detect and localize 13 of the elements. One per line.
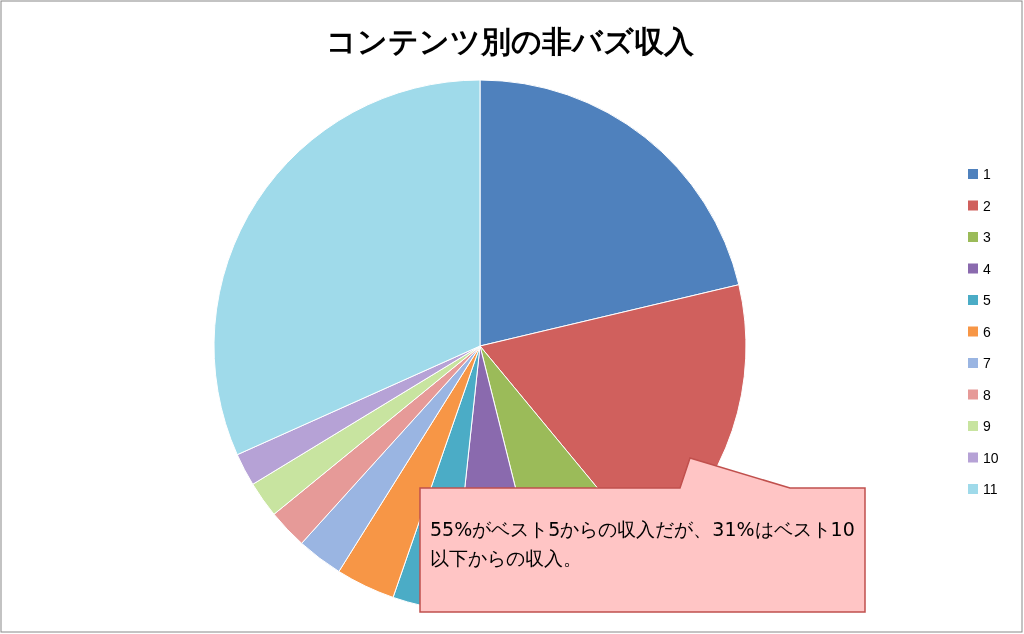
legend-label: 1 (983, 166, 991, 182)
legend-label: 4 (983, 260, 991, 277)
legend-label: 2 (983, 197, 991, 214)
legend-label: 11 (983, 481, 998, 497)
legend-label: 3 (983, 229, 991, 245)
text: 55%がベスト5からの収入だが、31%はベスト10以下からの収入。 (430, 517, 855, 571)
legend-label: 10 (983, 449, 999, 466)
legend-label: 6 (983, 323, 991, 340)
legend-label: 5 (983, 292, 991, 308)
chart-title: コンテンツ別の非バズ収入 (326, 25, 695, 58)
legend-label: 7 (983, 355, 991, 371)
legend-label: 9 (983, 418, 991, 434)
legend-label: 8 (983, 386, 991, 403)
